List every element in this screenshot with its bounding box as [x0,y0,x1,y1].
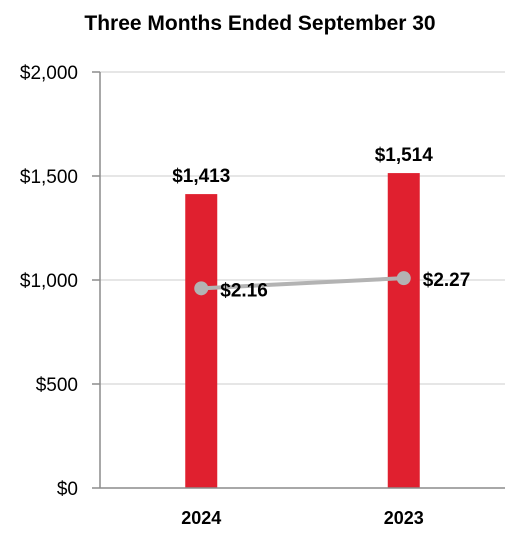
y-tick-label: $0 [57,479,78,500]
line-point [396,271,411,286]
x-axis: 2024 2023 [100,487,505,528]
bar-value-label: $1,413 [172,166,230,187]
y-axis: $0 $500 $1,000 $1,500 $2,000 [20,63,101,500]
bars: $1,413 $1,514 [172,145,433,488]
chart-title: Three Months Ended September 30 [84,12,435,35]
x-tick-label: 2023 [384,508,424,528]
y-tick-label: $500 [36,375,78,396]
gridlines [100,71,505,385]
bar-2023 [387,173,420,488]
line-point-label: $2.16 [220,280,268,301]
bar-2024 [185,194,218,488]
line-path [201,276,404,291]
line-point [194,281,209,296]
y-tick-label: $1,000 [20,271,78,292]
y-tick-label: $2,000 [20,63,78,84]
line-point-label: $2.27 [423,270,471,291]
line-series: $2.16 $2.27 [194,270,470,301]
bar-value-label: $1,514 [375,145,434,166]
x-tick-label: 2024 [181,508,221,528]
y-tick-label: $1,500 [20,167,78,188]
